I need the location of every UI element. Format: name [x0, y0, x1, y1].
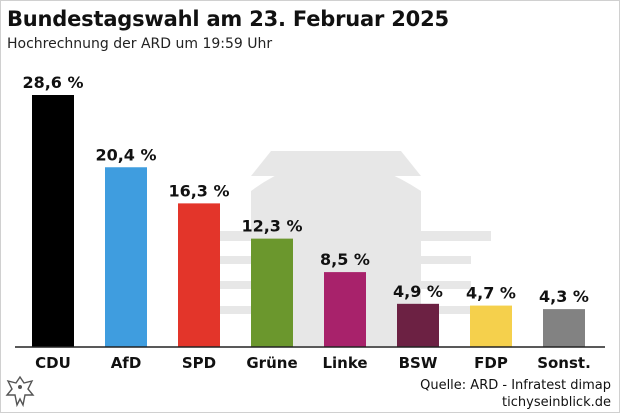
- category-label-sonst: Sonst.: [537, 354, 591, 372]
- value-label-afd: 20,4 %: [95, 145, 156, 164]
- bar-cdu: [32, 95, 74, 347]
- value-label-bsw: 4,9 %: [393, 282, 443, 301]
- bar-spd: [178, 203, 220, 347]
- category-label-afd: AfD: [111, 354, 142, 372]
- eagle-logo-icon: [5, 375, 35, 411]
- category-label-fdp: FDP: [474, 354, 508, 372]
- bar-gr-ne: [251, 238, 293, 347]
- value-label-sonst: 4,3 %: [539, 287, 589, 306]
- bar-linke: [324, 272, 366, 347]
- value-labels: 28,6 % 20,4 % 16,3 % 12,3 % 8,5 % 4,9 % 4,7 % 4…: [22, 73, 589, 306]
- source-block: Quelle: ARD - Infratest dimap tichyseinb…: [420, 377, 611, 411]
- category-label-spd: SPD: [182, 354, 216, 372]
- category-label-bsw: BSW: [399, 354, 438, 372]
- source-text: Quelle: ARD - Infratest dimap: [420, 378, 611, 393]
- value-label-gr-ne: 12,3 %: [241, 217, 302, 236]
- bar-fdp: [470, 305, 512, 347]
- bars: [32, 95, 585, 347]
- value-label-cdu: 28,6 %: [22, 73, 83, 92]
- bar-bsw: [397, 303, 439, 347]
- bar-sonst: [543, 309, 585, 347]
- category-label-linke: Linke: [322, 354, 367, 372]
- category-label-cdu: CDU: [35, 354, 71, 372]
- chart-title: Bundestagswahl am 23. Februar 2025: [7, 7, 449, 31]
- value-label-linke: 8,5 %: [320, 250, 370, 269]
- chart-subtitle: Hochrechnung der ARD um 19:59 Uhr: [7, 36, 273, 52]
- value-label-spd: 16,3 %: [168, 181, 229, 200]
- site-link[interactable]: tichyseinblick.de: [502, 395, 611, 410]
- bar-afd: [105, 167, 147, 347]
- category-label-gr-ne: Grüne: [246, 354, 297, 372]
- value-label-fdp: 4,7 %: [466, 284, 516, 303]
- category-labels: CDU AfD SPD Grüne Linke BSW FDP Sonst.: [35, 354, 591, 372]
